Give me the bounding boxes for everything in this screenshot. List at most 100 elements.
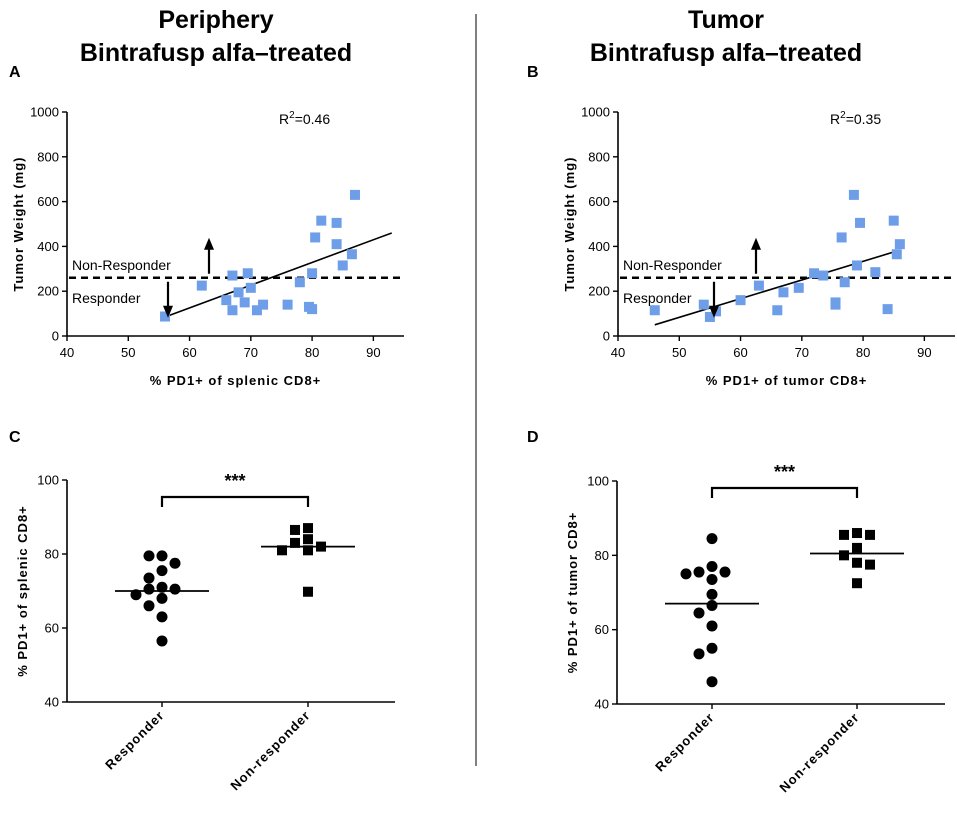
non-responder-label: Non-Responder (623, 257, 722, 273)
data-point (888, 215, 899, 226)
y-tick-label: 100 (37, 473, 59, 488)
data-point (818, 270, 829, 281)
y-tick-label: 400 (588, 239, 610, 254)
data-point-square (839, 529, 849, 540)
responder-label: Responder (623, 290, 692, 306)
r-squared-value: =0.35 (846, 111, 882, 127)
data-point (772, 305, 783, 316)
x-category-label: Responder (102, 708, 167, 773)
x-tick-label: 40 (60, 345, 74, 360)
data-point-circle (143, 600, 155, 612)
y-axis-title: Tumor Weight (mg) (562, 157, 577, 292)
data-point-circle (156, 635, 168, 647)
y-tick-label: 0 (52, 329, 59, 344)
data-point (882, 304, 893, 315)
data-point-circle (143, 572, 155, 584)
x-tick-label: 90 (917, 345, 931, 360)
r-squared-prefix: R (830, 111, 840, 127)
x-category-label: Responder (652, 710, 717, 775)
data-point (855, 217, 866, 228)
x-axis-title: % PD1+ of splenic CD8+ (150, 373, 322, 388)
data-point (851, 260, 862, 271)
y-axis-title: Tumor Weight (mg) (11, 157, 26, 292)
x-tick-label: 50 (672, 345, 686, 360)
y-tick-label: 600 (37, 194, 59, 209)
panel-b-scatter: 0 200 400 600 800 1000 40 50 60 70 80 90 % PD1+ of t… (562, 105, 955, 388)
y-tick-label: 200 (37, 284, 59, 299)
data-point (809, 268, 820, 279)
x-tick-label: 60 (182, 345, 196, 360)
data-point (793, 282, 804, 293)
data-point (848, 189, 859, 200)
data-point-circle (706, 560, 718, 572)
x-category-label: Non-responder (227, 708, 313, 794)
data-point (349, 189, 360, 200)
data-point (233, 287, 244, 298)
x-tick-label: 60 (733, 345, 747, 360)
data-point (830, 297, 841, 308)
y-tick-label: 80 (45, 547, 59, 562)
y-tick-label: 100 (587, 474, 609, 489)
data-point (221, 295, 232, 306)
data-point-square (290, 537, 300, 548)
data-point (242, 268, 253, 279)
data-point-square (277, 545, 287, 556)
data-point-circle (706, 533, 718, 545)
data-point-square (303, 545, 313, 556)
data-point (331, 239, 342, 250)
y-tick-label: 800 (588, 149, 610, 164)
y-tick-label: 60 (595, 622, 609, 637)
data-point-square (852, 578, 862, 589)
data-point (753, 280, 764, 291)
y-tick-label: 200 (588, 284, 610, 299)
r-squared-prefix: R (279, 111, 289, 127)
data-point-circle (680, 568, 692, 580)
data-point-circle (706, 676, 718, 688)
significance-stars: *** (224, 471, 245, 491)
data-point-square (865, 559, 875, 570)
significance-bracket (710, 486, 859, 498)
data-point (337, 260, 348, 271)
data-point (649, 305, 660, 316)
data-point-circle (156, 592, 168, 604)
data-point-square (303, 534, 313, 545)
data-point (245, 282, 256, 293)
regression-line (164, 232, 393, 318)
data-point-square (839, 550, 849, 561)
data-point (282, 299, 293, 310)
data-point-circle (143, 550, 155, 562)
data-point (307, 304, 318, 315)
data-point (735, 295, 746, 306)
r-squared-superscript: 2 (289, 110, 295, 121)
data-point (778, 287, 789, 298)
data-point (698, 299, 709, 310)
data-point (310, 232, 321, 243)
non-responder-arrow-head (204, 237, 214, 250)
data-point-circle (693, 648, 705, 660)
data-point (307, 268, 318, 279)
panel-a-scatter: 0 200 400 600 800 1000 40 50 60 70 80 90 % PD1+ of s… (11, 105, 404, 388)
data-point-circle (156, 611, 168, 623)
data-point-circle (706, 573, 718, 585)
x-tick-label: 90 (366, 345, 380, 360)
data-point-square (852, 557, 862, 568)
data-point-square (303, 586, 313, 597)
data-point-circle (693, 607, 705, 619)
data-point-circle (169, 583, 181, 595)
data-point-circle (143, 583, 155, 595)
data-point-circle (156, 550, 168, 562)
x-tick-label: 80 (305, 345, 319, 360)
responder-arrow-head (709, 305, 719, 318)
data-point (331, 217, 342, 228)
x-axis-title: % PD1+ of tumor CD8+ (706, 373, 868, 388)
data-point (196, 280, 207, 291)
data-point-circle (706, 620, 718, 632)
x-tick-label: 70 (244, 345, 258, 360)
x-category-label: Non-responder (776, 710, 862, 796)
responder-arrow-head (163, 305, 173, 318)
non-responder-arrow-head (751, 237, 761, 250)
data-point (239, 297, 250, 308)
data-point (294, 277, 305, 288)
significance-bracket (160, 495, 310, 507)
